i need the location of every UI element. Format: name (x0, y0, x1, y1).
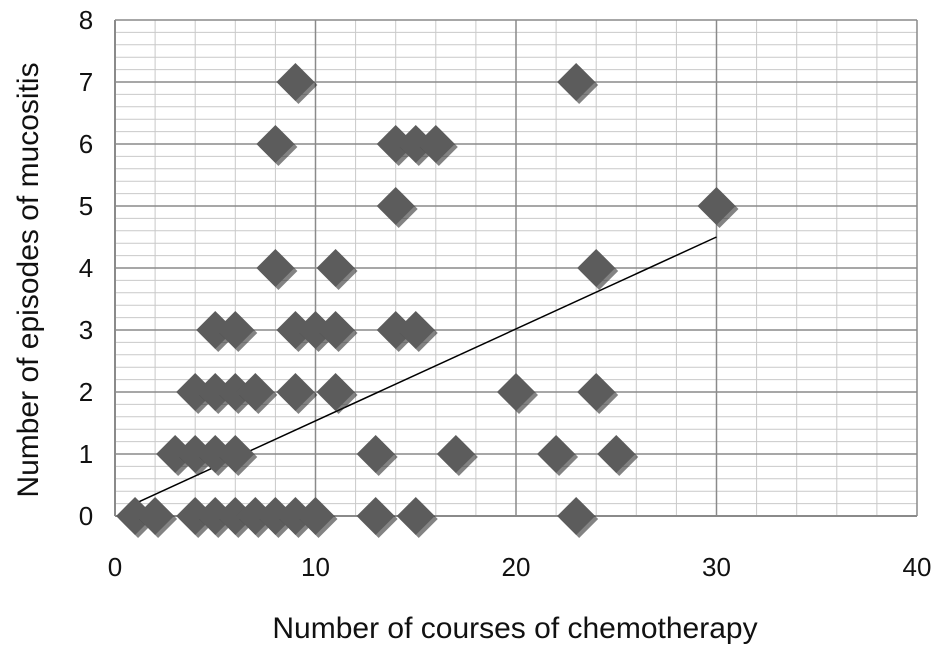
data-point-marker (436, 435, 475, 473)
data-point (216, 311, 258, 352)
x-tick-label: 20 (502, 552, 531, 582)
data-point (537, 435, 579, 476)
data-point-marker (216, 497, 255, 535)
data-point-marker (376, 187, 415, 225)
data-point-marker (557, 63, 596, 101)
y-tick-label: 6 (79, 129, 93, 159)
data-point (436, 435, 478, 476)
data-point-marker (356, 435, 395, 473)
data-point-marker (236, 497, 275, 535)
data-point-marker (196, 497, 235, 535)
data-point-marker (256, 125, 295, 163)
data-point (276, 373, 318, 414)
data-point (136, 497, 178, 538)
data-point (577, 249, 619, 290)
x-tick-label: 30 (702, 552, 731, 582)
data-point-marker (316, 311, 355, 349)
data-point-marker (276, 311, 315, 349)
x-tick-label: 40 (903, 552, 932, 582)
data-point-marker (256, 249, 295, 287)
y-tick-label: 5 (79, 191, 93, 221)
data-point-marker (276, 63, 315, 101)
data-point-marker (116, 497, 155, 535)
y-tick-label: 3 (79, 315, 93, 345)
data-point-marker (276, 373, 315, 411)
data-point (316, 373, 358, 414)
data-point (256, 497, 298, 538)
data-point-marker (196, 373, 235, 411)
y-tick-label: 7 (79, 67, 93, 97)
data-point-marker (216, 311, 255, 349)
data-point (316, 311, 358, 352)
data-point-marker (196, 435, 235, 473)
data-point-marker (296, 497, 335, 535)
data-point (276, 63, 318, 104)
data-point-marker (176, 497, 215, 535)
data-point (356, 435, 398, 476)
data-point-marker (577, 373, 616, 411)
data-point-marker (236, 373, 275, 411)
data-point-marker (316, 373, 355, 411)
data-point (697, 187, 739, 228)
data-point (316, 249, 358, 290)
data-point-marker (396, 497, 435, 535)
data-point (396, 497, 438, 538)
data-point-marker (376, 311, 415, 349)
data-point (216, 435, 258, 476)
data-point (376, 187, 418, 228)
data-point (497, 373, 538, 414)
data-point-marker (156, 435, 195, 473)
data-point-marker (196, 311, 235, 349)
data-point (557, 497, 599, 538)
data-point-marker (597, 435, 636, 473)
y-tick-label: 1 (79, 439, 93, 469)
data-point (256, 249, 298, 290)
data-point-marker (176, 373, 215, 411)
data-point (597, 435, 639, 476)
data-point (577, 373, 619, 414)
y-tick-label: 8 (79, 5, 93, 35)
data-point-marker (356, 497, 395, 535)
y-tick-label: 2 (79, 377, 93, 407)
y-tick-label: 4 (79, 253, 93, 283)
data-point (557, 63, 599, 104)
data-point-marker (216, 373, 255, 411)
y-axis-title: Number of episodes of mucositis (12, 62, 45, 497)
y-tick-label: 0 (79, 501, 93, 531)
data-point-marker (176, 435, 215, 473)
data-point-marker (376, 125, 415, 163)
x-tick-labels: 0 10 20 30 40 (108, 552, 932, 582)
data-point-marker (537, 435, 576, 473)
data-point-marker (136, 497, 175, 535)
data-point-marker (316, 249, 355, 287)
data-point-marker (396, 311, 435, 349)
data-point-marker (216, 435, 255, 473)
data-point-marker (577, 249, 616, 287)
data-point-marker (256, 497, 295, 535)
data-point-marker (557, 497, 596, 535)
data-point-marker (296, 311, 335, 349)
data-point (256, 125, 298, 166)
x-tick-label: 10 (301, 552, 330, 582)
y-tick-labels: 0 1 2 3 4 5 6 7 8 (79, 5, 93, 531)
data-point-marker (396, 125, 435, 163)
data-point (236, 373, 278, 414)
data-point-marker (276, 497, 315, 535)
data-point (396, 311, 438, 352)
data-point (416, 125, 458, 166)
data-point-marker (497, 373, 535, 411)
data-points (116, 63, 739, 538)
data-point (296, 497, 338, 538)
x-axis-title: Number of courses of chemotherapy (272, 612, 757, 645)
data-point (356, 497, 398, 538)
data-point-marker (697, 187, 736, 225)
x-tick-label: 0 (108, 552, 122, 582)
data-point-marker (416, 125, 455, 163)
